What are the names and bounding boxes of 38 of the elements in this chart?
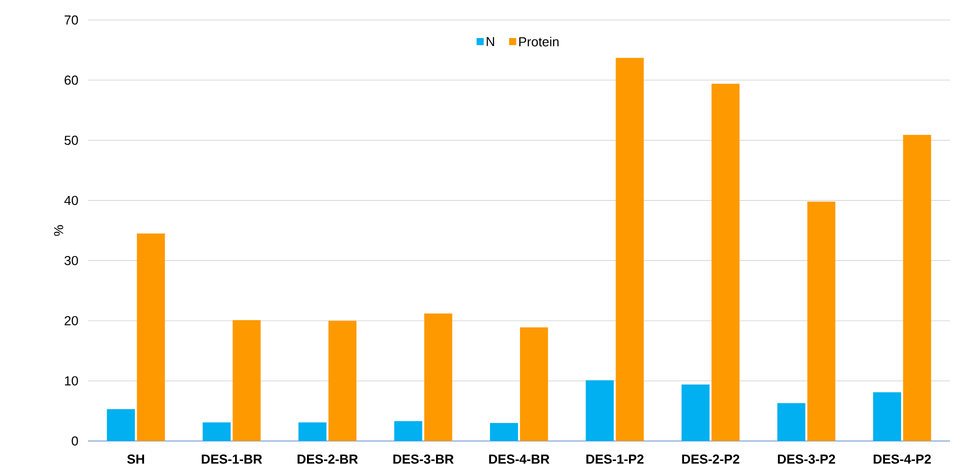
bar <box>106 409 135 442</box>
bar <box>328 320 356 442</box>
y-tick-label: 30 <box>64 256 78 266</box>
x-tick-label: DES-4-P2 <box>874 454 931 464</box>
y-tick-label: 40 <box>64 196 78 206</box>
x-tick-label: DES-2-P2 <box>682 454 740 464</box>
bar <box>424 314 452 442</box>
bar <box>520 327 548 442</box>
bar <box>202 422 231 442</box>
bar <box>807 202 836 442</box>
legend-label: Protein <box>519 36 559 46</box>
x-tick-label: DES-2-BR <box>298 454 358 464</box>
y-tick-label: 60 <box>64 76 78 85</box>
y-tick-label: 50 <box>64 136 78 145</box>
bar <box>232 320 261 442</box>
bar <box>682 384 710 442</box>
y-tick-label: 70 <box>64 15 78 25</box>
bar <box>298 422 326 442</box>
bar <box>712 84 740 442</box>
y-axis-title: % <box>54 225 64 236</box>
legend-label: N <box>486 37 494 46</box>
y-tick-label: 10 <box>65 376 78 386</box>
bar <box>136 234 165 442</box>
x-tick-label: DES-3-BR <box>393 454 454 464</box>
y-tick-label: 20 <box>64 316 78 326</box>
y-tick-label: 0 <box>72 436 78 446</box>
x-tick-label: DES-1-BR <box>202 454 262 464</box>
bar <box>616 58 644 442</box>
x-tick-label: DES-3-P2 <box>778 454 836 464</box>
bar <box>873 392 902 442</box>
bar <box>490 422 518 442</box>
bar <box>586 380 614 442</box>
x-tick-label: DES-4-BR <box>489 454 550 464</box>
x-tick-label: DES-1-P2 <box>586 454 644 464</box>
x-tick-label: SH <box>127 454 144 464</box>
bar <box>777 403 806 442</box>
bar <box>394 421 422 442</box>
bar <box>903 134 932 442</box>
